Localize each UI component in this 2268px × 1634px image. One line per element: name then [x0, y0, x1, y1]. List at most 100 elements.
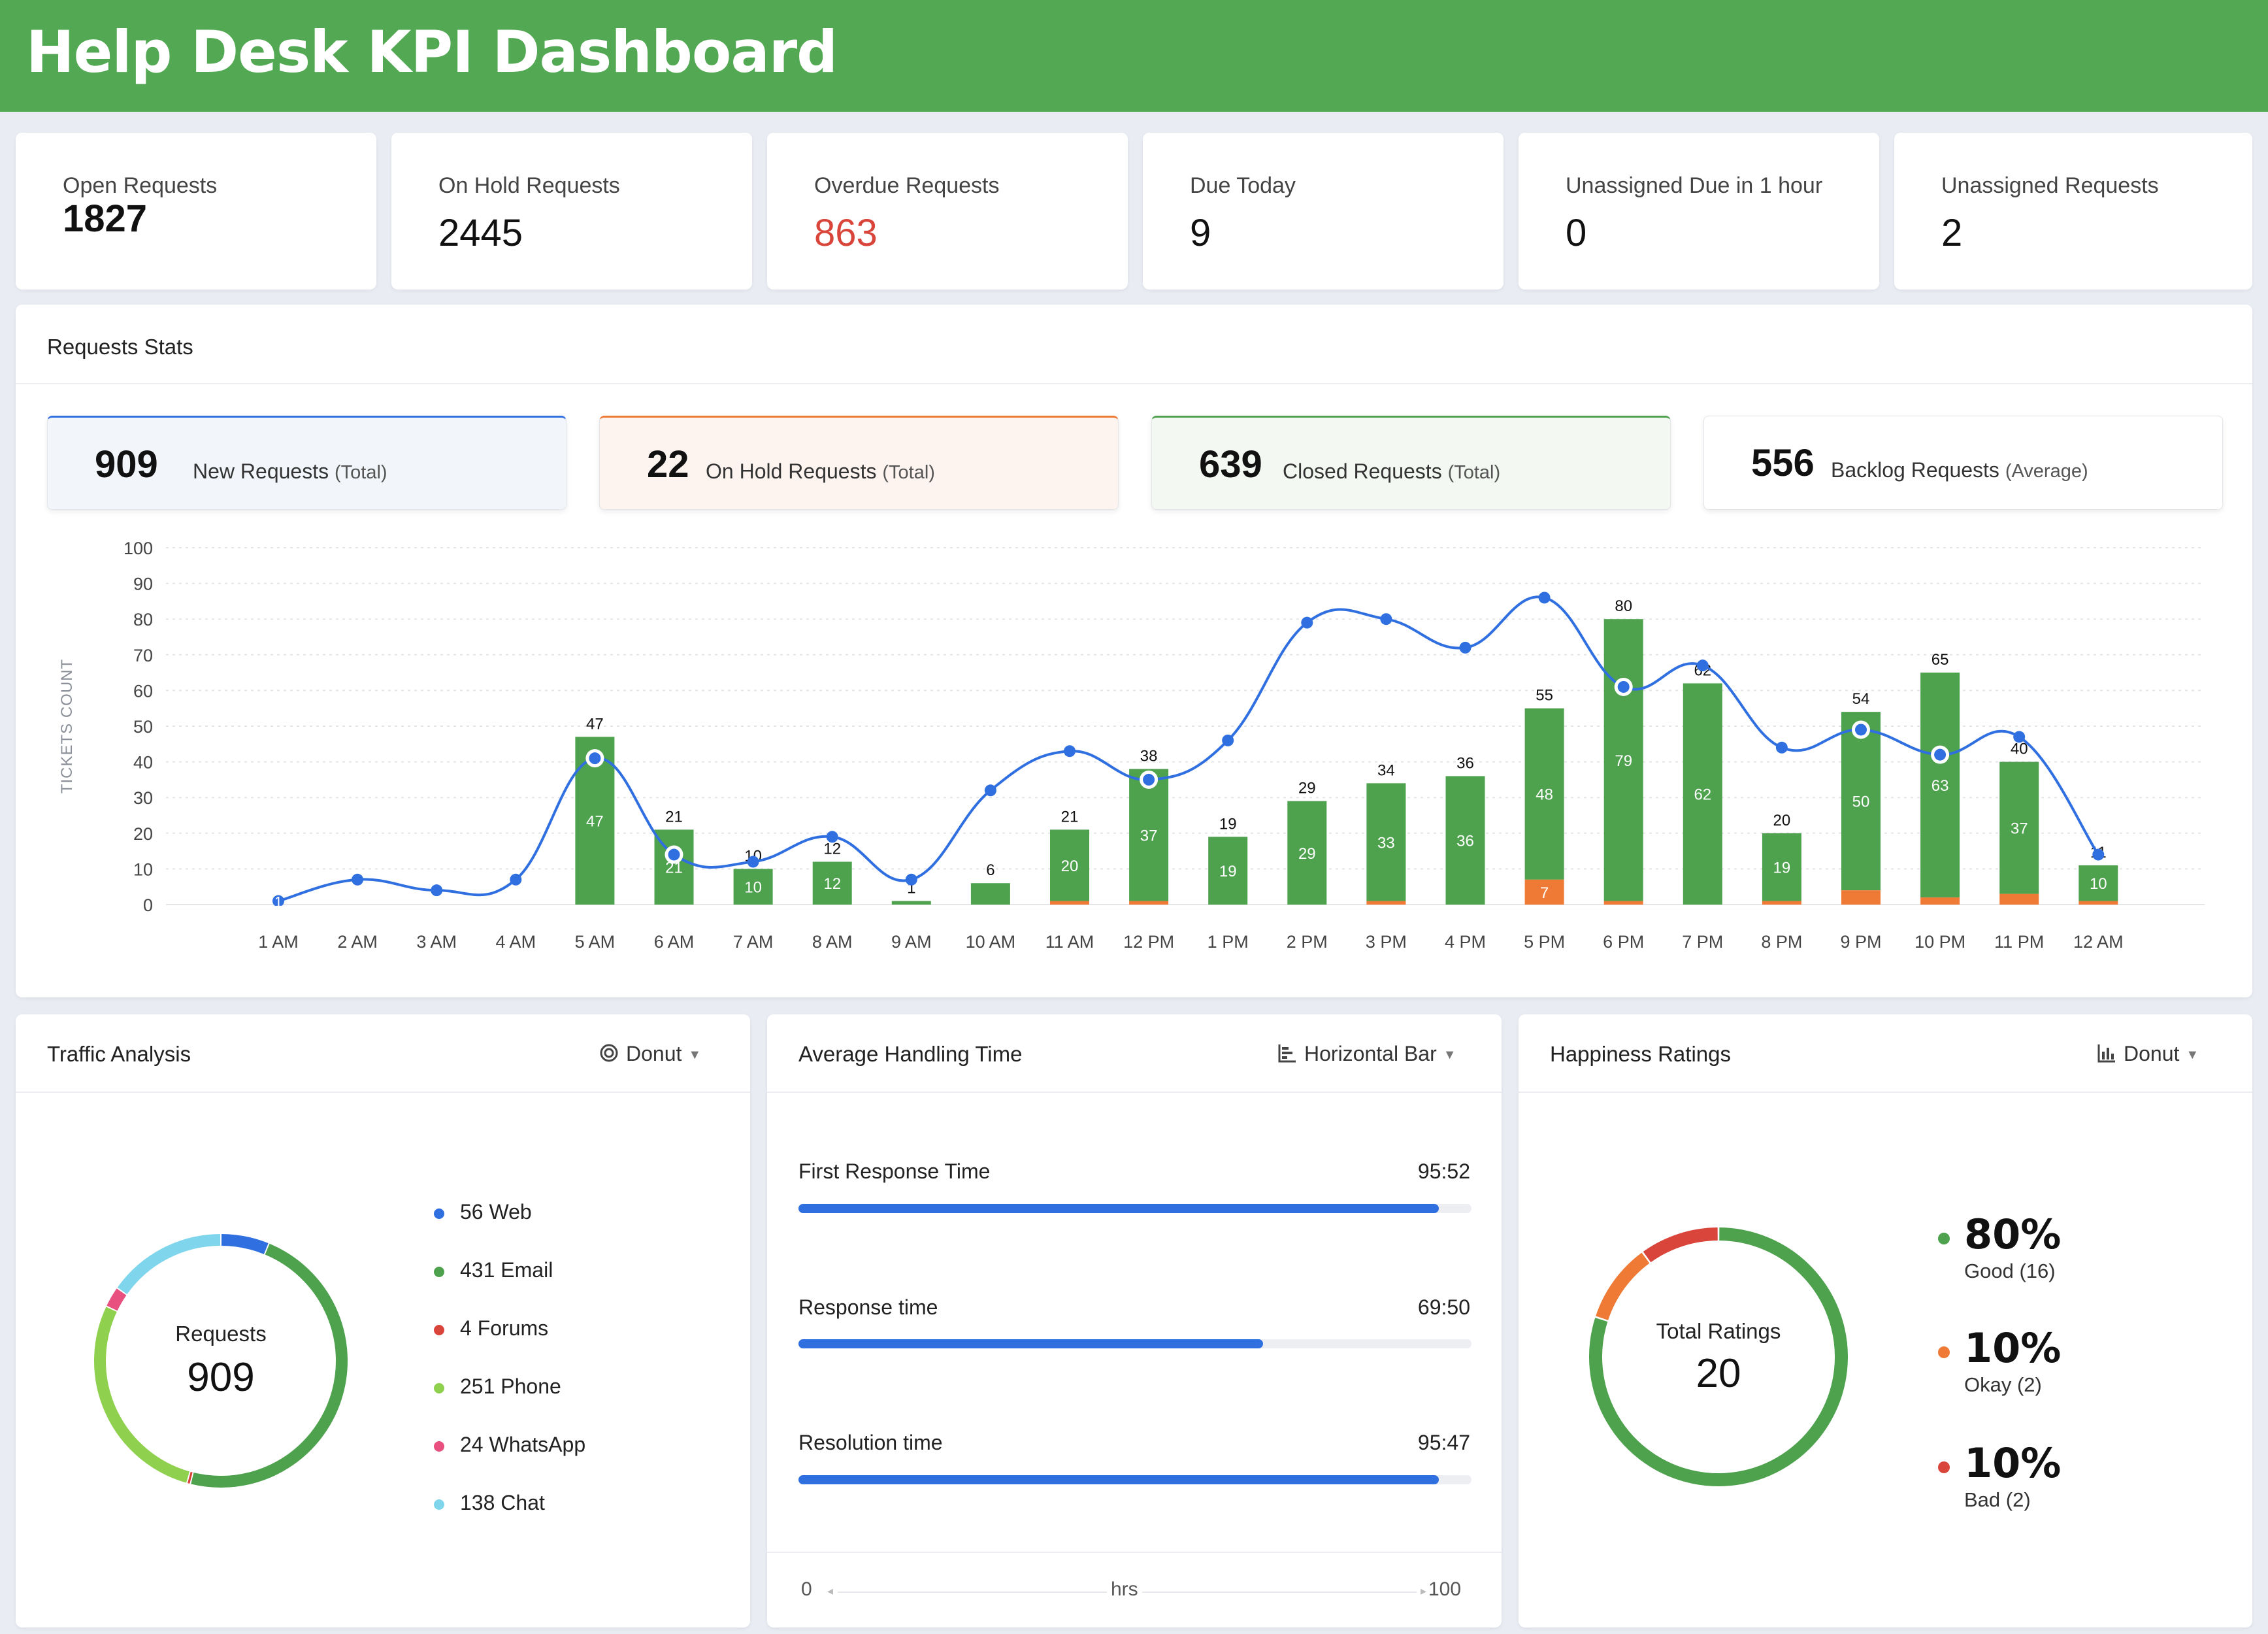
bar-inner-label: 12 [823, 875, 841, 893]
bar-inner-label: 19 [1219, 863, 1237, 880]
summary-label-main: New Requests [193, 459, 329, 483]
requests-stats-panel: Requests Stats 909 New Requests (Total) … [16, 305, 2252, 997]
donut-slice [191, 1243, 348, 1488]
bar-total-label: 36 [1456, 754, 1474, 772]
line-point [1934, 748, 1947, 761]
rating-okay[interactable]: 10% Okay (2) [1938, 1324, 2061, 1397]
aht-value: 95:47 [1417, 1431, 1470, 1454]
summary-new-requests[interactable]: 909 New Requests (Total) [47, 416, 567, 510]
bar-inner-label: 33 [1377, 834, 1395, 852]
summary-label-sub: (Total) [1447, 462, 1501, 483]
summary-backlog-requests[interactable]: 556 Backlog Requests (Average) [1703, 416, 2223, 510]
aht-label: First Response Time [798, 1159, 991, 1183]
kpi-card-due-today[interactable]: Due Today 9 [1143, 133, 1504, 290]
bar-inner-label: 10 [2090, 875, 2107, 893]
kpi-value: 2445 [438, 212, 523, 254]
line-point [984, 784, 996, 797]
donut-slice [107, 1288, 127, 1311]
kpi-card-unassigned-requests[interactable]: Unassigned Requests 2 [1894, 133, 2252, 290]
legend-item-phone[interactable]: 251 Phone [434, 1375, 561, 1399]
rating-percent: 80% [1964, 1210, 2062, 1258]
panel-divider [16, 1092, 750, 1093]
bar-inner-label: 10 [744, 879, 762, 897]
bar-closed [1762, 833, 1801, 901]
x-tick-label: 1 PM [1208, 932, 1249, 952]
bar-closed [812, 861, 852, 905]
kpi-label: On Hold Requests [438, 173, 620, 198]
aht-bar-fill [798, 1204, 1439, 1213]
rating-bad[interactable]: 10% Bad (2) [1938, 1439, 2061, 1512]
bar-total-label: 29 [1298, 780, 1316, 797]
donut-slice [117, 1234, 221, 1295]
bar-closed [1524, 708, 1564, 880]
bar-on-hold [2079, 901, 2118, 905]
happiness-donut-chart [1589, 1227, 1848, 1486]
legend-item-forums[interactable]: 4 Forums [434, 1316, 548, 1341]
summary-label-sub: (Total) [882, 462, 935, 483]
legend-item-web[interactable]: 56 Web [434, 1200, 532, 1224]
panel-title: Average Handling Time [798, 1042, 1023, 1066]
dashboard-title: Help Desk KPI Dashboard [26, 18, 838, 86]
x-tick-label: 12 AM [2073, 932, 2124, 952]
chart-type-dropdown[interactable]: Donut ▼ [2096, 1042, 2199, 1069]
summary-label-main: Closed Requests [1283, 459, 1442, 483]
summary-on-hold-requests[interactable]: 22 On Hold Requests (Total) [599, 416, 1119, 510]
average-handling-time-panel: Average Handling Time Horizontal Bar ▼ Fi… [767, 1014, 1502, 1627]
legend-dot [434, 1382, 444, 1393]
bar-on-hold [1366, 901, 1406, 905]
legend-dot [434, 1324, 444, 1335]
y-tick-label: 20 [133, 824, 153, 844]
aht-bar-fill [798, 1475, 1439, 1484]
bar-on-hold [1920, 897, 1960, 905]
rating-desc: Good (16) [1964, 1259, 2056, 1282]
summary-label: Closed Requests (Total) [1283, 459, 1500, 484]
aht-bar-track [798, 1339, 1471, 1348]
aht-label: Resolution time [798, 1431, 943, 1454]
y-tick-label: 60 [133, 681, 153, 701]
axis-arrow-left-icon: ◂ [827, 1584, 834, 1597]
line-point [747, 856, 759, 868]
panel-divider [16, 383, 2252, 384]
legend-item-email[interactable]: 431 Email [434, 1258, 553, 1282]
legend-item-chat[interactable]: 138 Chat [434, 1491, 545, 1515]
line-point [1617, 680, 1630, 693]
line-point [826, 831, 838, 843]
bar-total-label: 34 [1377, 761, 1395, 779]
chart-type-dropdown[interactable]: Horizontal Bar ▼ [1277, 1042, 1456, 1069]
kpi-value: 0 [1566, 212, 1587, 254]
bar-inner-label: 20 [1061, 858, 1079, 875]
bar-inner-label: 50 [1852, 793, 1870, 811]
kpi-card-on-hold-requests[interactable]: On Hold Requests 2445 [391, 133, 752, 290]
y-tick-label: 90 [133, 575, 153, 594]
bar-total-label: 20 [1773, 812, 1791, 829]
kpi-card-open-requests[interactable]: Open Requests 1827 [16, 133, 376, 290]
legend-label: 56 Web [460, 1200, 532, 1224]
kpi-card-unassigned-due-1h[interactable]: Unassigned Due in 1 hour 0 [1519, 133, 1879, 290]
bar-inner-label: 47 [586, 813, 604, 831]
axis-arrow-right-icon: ▸ [1421, 1584, 1427, 1597]
bar-inner-label: 29 [1298, 845, 1316, 863]
legend-dot [434, 1441, 444, 1452]
bar-total-label: 40 [2011, 741, 2028, 758]
y-axis-title: TICKETS COUNT [58, 659, 76, 793]
kpi-card-overdue-requests[interactable]: Overdue Requests 863 [767, 133, 1128, 290]
line-point [510, 873, 522, 886]
summary-closed-requests[interactable]: 639 Closed Requests (Total) [1151, 416, 1671, 510]
summary-label: On Hold Requests (Total) [706, 459, 935, 484]
bar-on-hold [1050, 901, 1089, 905]
legend-item-whatsapp[interactable]: 24 WhatsApp [434, 1433, 585, 1457]
dropdown-label: Horizontal Bar [1304, 1042, 1437, 1065]
x-tick-label: 5 AM [575, 932, 616, 952]
line-point [2013, 731, 2026, 743]
bar-closed [733, 869, 773, 905]
x-tick-label: 4 PM [1445, 932, 1486, 952]
bar-total-label: 54 [1852, 690, 1870, 708]
chart-type-dropdown[interactable]: Donut ▼ [599, 1042, 701, 1069]
legend-label: 138 Chat [460, 1491, 545, 1514]
bar-closed [1366, 783, 1406, 901]
bar-closed [1603, 619, 1643, 901]
rating-good[interactable]: 80% Good (16) [1938, 1210, 2062, 1283]
summary-value: 639 [1199, 443, 1262, 486]
x-tick-label: 8 AM [812, 932, 853, 952]
x-tick-label: 2 PM [1287, 932, 1328, 952]
